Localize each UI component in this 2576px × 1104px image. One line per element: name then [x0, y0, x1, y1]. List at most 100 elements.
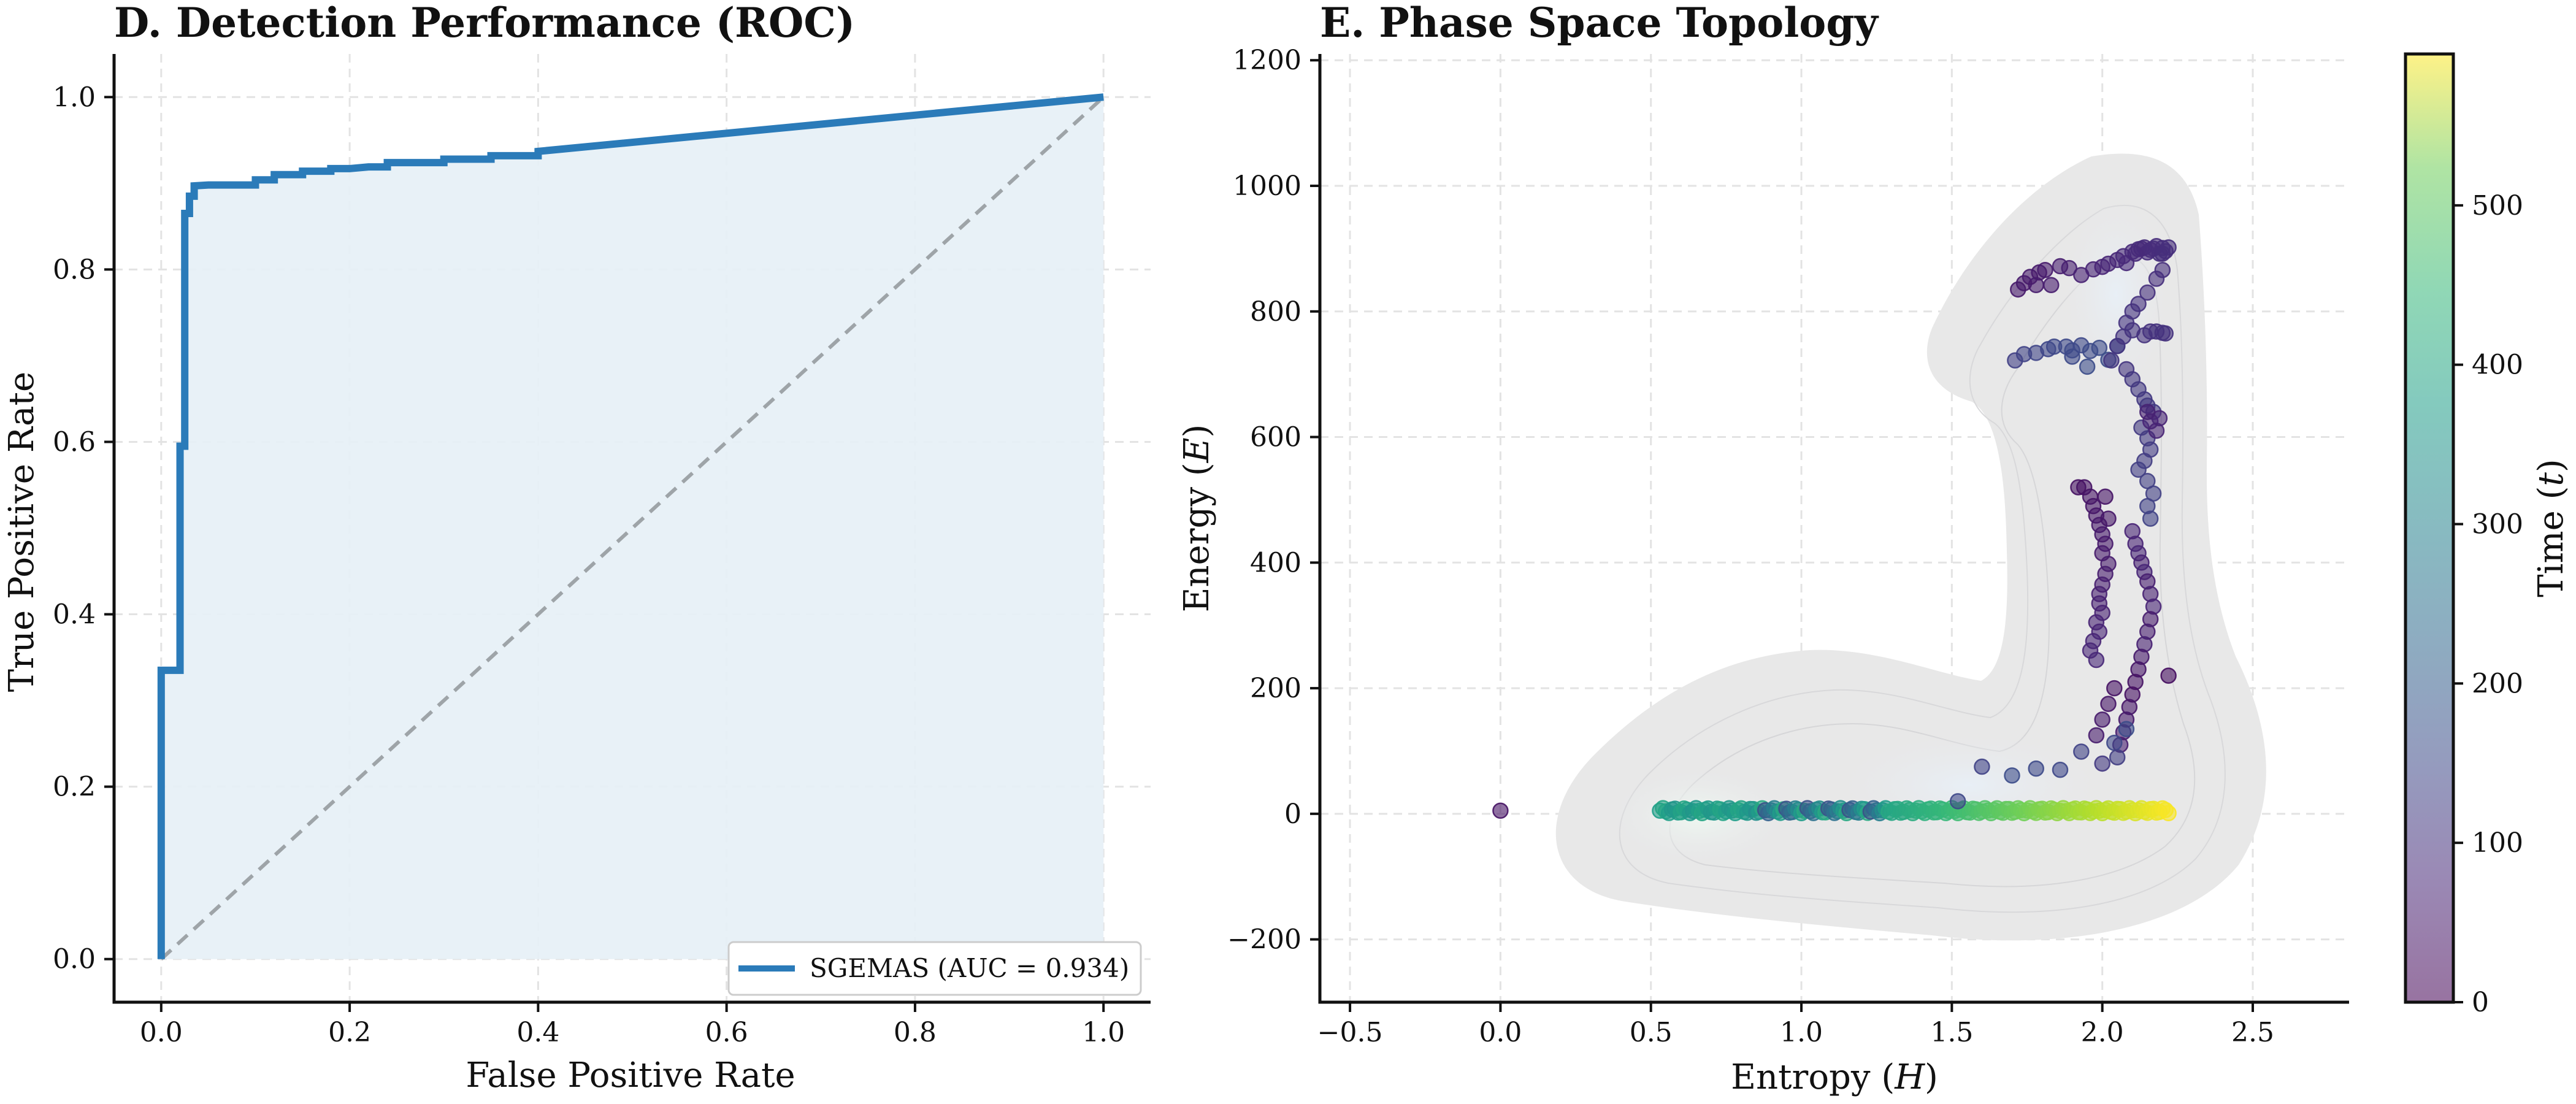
roc-axes-spines [112, 54, 1151, 1004]
phase-x-tick-label: 1.0 [1780, 1017, 1823, 1048]
phase-point-trajectory [2118, 255, 2135, 272]
roc-y-tick-label: 0.4 [53, 599, 96, 631]
phase-point-trajectory [2106, 734, 2123, 751]
phase-point-trajectory [2052, 761, 2069, 778]
phase-x-axis-label: Entropy (H) [1731, 1057, 1938, 1097]
phase-title: E. Phase Space Topology [1320, 0, 1879, 47]
phase-x-axis-label-main: Entropy ( [1731, 1057, 1895, 1097]
phase-point-trajectory [2109, 337, 2126, 355]
roc-title: D. Detection Performance (ROC) [114, 0, 855, 47]
phase-x-tick-label: 2.5 [2231, 1017, 2274, 1048]
phase-space-panel: −0.5 0.0 0.5 1.0 1.5 2.0 2.5 −200 0 200 400 600 800 1… [1177, 0, 2571, 1097]
phase-y-tick-label: 400 [1250, 547, 1301, 578]
phase-x-axis-label-end: ) [1925, 1057, 1938, 1097]
phase-point-trajectory [2094, 711, 2110, 728]
phase-point-trajectory [2079, 358, 2096, 375]
phase-point-trajectory [1974, 758, 1990, 775]
colorbar-label: Time (t) [2531, 459, 2571, 597]
phase-point-trajectory [2142, 510, 2159, 527]
phase-y-tick-label: 200 [1250, 673, 1301, 704]
phase-x-tick-label: 0.0 [1479, 1017, 1522, 1048]
roc-x-tick-label: 0.4 [516, 1017, 559, 1048]
roc-y-tick-label: 0.2 [53, 772, 96, 803]
phase-point-trajectory [2043, 277, 2060, 294]
phase-y-tick-label: 600 [1250, 422, 1301, 453]
phase-y-axis-label-main: Energy ( [1177, 462, 1217, 612]
phase-y-tick-label: 1200 [1233, 45, 1301, 76]
phase-point-trajectory [2136, 327, 2153, 343]
colorbar-tick-label: 200 [2472, 668, 2523, 699]
phase-point-trajectory [2106, 680, 2123, 697]
phase-point-trajectory [2088, 651, 2105, 669]
phase-point-trajectory [2094, 755, 2110, 772]
phase-point-trajectory [2100, 696, 2117, 712]
phase-point-trajectory [2130, 461, 2147, 478]
roc-y-tick-label: 0.8 [53, 254, 96, 285]
phase-y-tick-label: 0 [1284, 799, 1301, 830]
colorbar-tick-label: 0 [2472, 987, 2489, 1018]
roc-panel: 0.0 0.2 0.4 0.6 0.8 1.0 0.0 0.2 0.4 0.6 0.8 1.0 D. … [2, 0, 1151, 1095]
colorbar-tick-label: 500 [2472, 190, 2523, 221]
roc-x-tick-label: 1.0 [1082, 1017, 1125, 1048]
phase-x-tick-label: 0.5 [1630, 1017, 1673, 1048]
roc-chance-line [159, 96, 1105, 960]
roc-legend-box [727, 941, 1142, 996]
phase-point-trajectory [2160, 667, 2177, 684]
phase-y-axis-label: Energy (E) [1177, 424, 1217, 613]
roc-y-tick-label: 1.0 [53, 82, 96, 113]
phase-point-trajectory [2157, 325, 2174, 342]
phase-ticks: −0.5 0.0 0.5 1.0 1.5 2.0 2.5 −200 0 200 400 600 800 1… [1227, 45, 2274, 1048]
colorbar-label-main: Time ( [2531, 486, 2571, 597]
phase-x-axis-label-var: H [1894, 1057, 1925, 1097]
phase-y-tick-label: 1000 [1233, 171, 1301, 202]
phase-point-trajectory [2010, 281, 2026, 298]
colorbar-frame [2404, 52, 2455, 1004]
phase-y-tick-label: −200 [1227, 924, 1301, 956]
phase-point-trajectory [2103, 352, 2120, 369]
phase-point-trajectory [2148, 423, 2165, 439]
phase-point-trajectory [2028, 760, 2044, 777]
phase-point-trajectory [2160, 239, 2177, 256]
colorbar-label-end: ) [2531, 459, 2571, 472]
phase-axes-spines [1318, 54, 2349, 1004]
roc-curve [157, 93, 1104, 959]
phase-point-trajectory [2004, 767, 2020, 784]
phase-point-trajectory [2091, 339, 2108, 356]
phase-y-axis-label-end: ) [1177, 424, 1217, 438]
roc-y-tick-label: 0.0 [53, 944, 96, 975]
roc-x-tick-label: 0.8 [894, 1017, 937, 1048]
phase-x-tick-label: 2.0 [2081, 1017, 2124, 1048]
phase-point-trajectory [2148, 270, 2165, 287]
roc-x-axis-label: False Positive Rate [466, 1056, 795, 1095]
phase-point-trajectory [2097, 488, 2114, 505]
phase-point-trajectory [2064, 342, 2080, 359]
phase-scatter-points [1492, 238, 2177, 822]
colorbar-label-var: t [2531, 472, 2571, 486]
roc-y-axis-label: True Positive Rate [2, 372, 42, 692]
colorbar-ticks: 0 100 200 300 400 500 [2453, 190, 2523, 1018]
density-peak-right [1828, 730, 2110, 840]
roc-ticks: 0.0 0.2 0.4 0.6 0.8 1.0 0.0 0.2 0.4 0.6 0.8 1.0 [53, 82, 1125, 1048]
phase-y-axis-label-var: E [1177, 437, 1217, 463]
colorbar-fill [2405, 54, 2453, 1002]
colorbar-tick-label: 100 [2472, 827, 2523, 859]
phase-point-trajectory [2088, 727, 2105, 744]
phase-point-trajectory [2100, 510, 2117, 527]
phase-point-trajectory [1949, 793, 1966, 810]
roc-y-tick-label: 0.6 [53, 426, 96, 458]
roc-legend: SGEMAS (AUC = 0.934) [727, 941, 1142, 996]
phase-x-tick-label: 1.5 [1930, 1017, 1973, 1048]
roc-x-tick-label: 0.6 [705, 1017, 748, 1048]
roc-legend-label: SGEMAS (AUC = 0.934) [810, 953, 1129, 983]
phase-point-trajectory [2139, 284, 2156, 301]
phase-point-trajectory [2109, 749, 2126, 765]
phase-point-trajectory [2073, 743, 2090, 760]
phase-point-trajectory [2037, 261, 2053, 278]
phase-point-outlier [1492, 802, 1509, 819]
phase-x-tick-label: −0.5 [1317, 1017, 1383, 1048]
phase-y-tick-label: 800 [1250, 296, 1301, 328]
phase-point-trajectory [2139, 404, 2156, 420]
colorbar-tick-label: 400 [2472, 350, 2523, 381]
phase-point-trajectory [2118, 721, 2135, 737]
